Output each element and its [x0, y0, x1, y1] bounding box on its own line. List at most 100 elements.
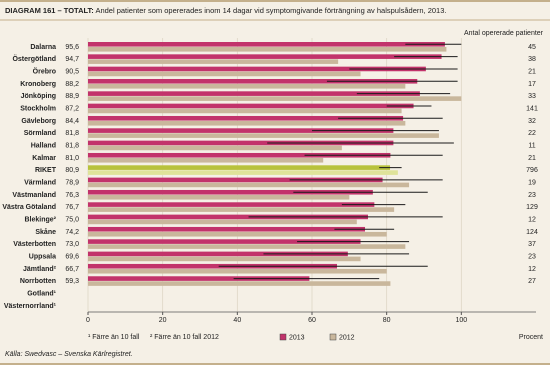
count-label: 17 — [528, 81, 536, 88]
category-label: Kalmar — [32, 155, 56, 162]
value-label: 81,8 — [65, 142, 79, 149]
category-label: Uppsala — [29, 253, 56, 260]
value-label: 78,9 — [65, 179, 79, 186]
count-label: 21 — [528, 155, 536, 162]
category-label: Halland — [31, 142, 56, 149]
value-label: 94,7 — [65, 56, 79, 63]
legend-swatch — [329, 333, 337, 341]
count-label: 37 — [528, 241, 536, 248]
legend-swatch — [279, 333, 287, 341]
bar — [88, 182, 410, 188]
count-label: 124 — [526, 229, 538, 236]
bar — [88, 207, 395, 212]
count-label: 12 — [528, 216, 536, 223]
bar — [88, 244, 406, 249]
bar — [88, 177, 383, 183]
bar — [88, 54, 442, 59]
title-label: DIAGRAM 161 – TOTALT: — [5, 6, 94, 15]
value-label: 75,0 — [65, 216, 79, 223]
category-label: Västerbotten — [13, 241, 56, 248]
bar — [88, 108, 402, 114]
value-label: 81,0 — [65, 155, 79, 162]
category-label: RIKET — [35, 167, 57, 174]
value-label: 80,9 — [65, 167, 79, 174]
x-tick-label: 80 — [383, 317, 391, 324]
x-axis-label: Procent — [519, 334, 543, 341]
count-label: 45 — [528, 44, 536, 51]
category-label: Sörmland — [24, 130, 56, 137]
bar — [88, 165, 391, 170]
value-label: 66,7 — [65, 266, 79, 273]
legend-label: 2013 — [289, 334, 305, 341]
bar — [88, 226, 366, 232]
category-label: Blekinge² — [24, 216, 56, 223]
bar — [88, 96, 462, 101]
bar — [88, 42, 445, 47]
category-label: Värmland — [24, 179, 56, 186]
category-label: Västmanland — [12, 192, 56, 199]
count-label: 22 — [528, 130, 536, 137]
x-tick-label: 0 — [86, 317, 90, 324]
bar — [88, 194, 350, 200]
count-header: Antal opererade patienter — [464, 30, 544, 37]
bar — [88, 281, 391, 286]
count-label: 33 — [528, 93, 536, 100]
bar — [88, 128, 394, 133]
bar — [88, 83, 406, 89]
count-label: 32 — [528, 118, 536, 125]
x-tick-label: 20 — [159, 317, 167, 324]
value-label: 76,7 — [65, 204, 79, 211]
value-label: 73,0 — [65, 241, 79, 248]
category-label: Stockholm — [20, 105, 56, 112]
category-label: Kronoberg — [20, 81, 56, 88]
bar — [88, 145, 342, 151]
bar — [88, 103, 414, 109]
value-label: 95,6 — [65, 44, 79, 51]
bar — [88, 133, 439, 138]
count-label: 21 — [528, 69, 536, 76]
category-label: Dalarna — [30, 44, 56, 51]
category-label: Västra Götaland — [2, 204, 56, 211]
bar — [88, 276, 310, 281]
count-label: 38 — [528, 56, 536, 63]
category-label: Västernorrland¹ — [4, 303, 57, 310]
count-label: 23 — [528, 253, 536, 260]
value-label: 87,2 — [65, 105, 79, 112]
bar — [88, 120, 406, 126]
value-label: 69,6 — [65, 253, 79, 260]
footnote: ² Färre än 10 fall 2012 — [150, 334, 219, 341]
value-label: 88,9 — [65, 93, 79, 100]
bar — [88, 251, 348, 257]
value-label: 81,8 — [65, 130, 79, 137]
x-tick-label: 100 — [455, 317, 467, 324]
count-label: 796 — [526, 167, 538, 174]
bar — [88, 47, 447, 52]
chart-title: DIAGRAM 161 – TOTALT: Andel patienter so… — [5, 6, 446, 15]
bar — [88, 214, 368, 220]
category-label: Norrbotten — [20, 278, 56, 285]
bar — [88, 66, 426, 72]
x-tick-label: 60 — [308, 317, 316, 324]
footnote: ¹ Färre än 10 fall — [88, 334, 140, 341]
category-label: Skåne — [35, 228, 56, 236]
category-label: Gotland¹ — [27, 290, 56, 297]
value-label: 90,5 — [65, 69, 79, 76]
bar — [88, 268, 387, 274]
value-label: 74,2 — [65, 229, 79, 236]
bar — [88, 91, 420, 96]
value-label: 59,3 — [65, 278, 79, 285]
bar — [88, 263, 338, 269]
category-label: Jämtland² — [23, 266, 57, 273]
legend-label: 2012 — [339, 334, 355, 341]
count-label: 23 — [528, 192, 536, 199]
bar — [88, 170, 398, 175]
count-label: 27 — [528, 278, 536, 285]
bar — [88, 231, 387, 237]
bar — [88, 78, 418, 84]
bar — [88, 59, 339, 64]
count-label: 141 — [526, 105, 538, 112]
bar — [88, 189, 373, 195]
count-label: 11 — [528, 142, 535, 149]
value-label: 88,2 — [65, 81, 79, 88]
